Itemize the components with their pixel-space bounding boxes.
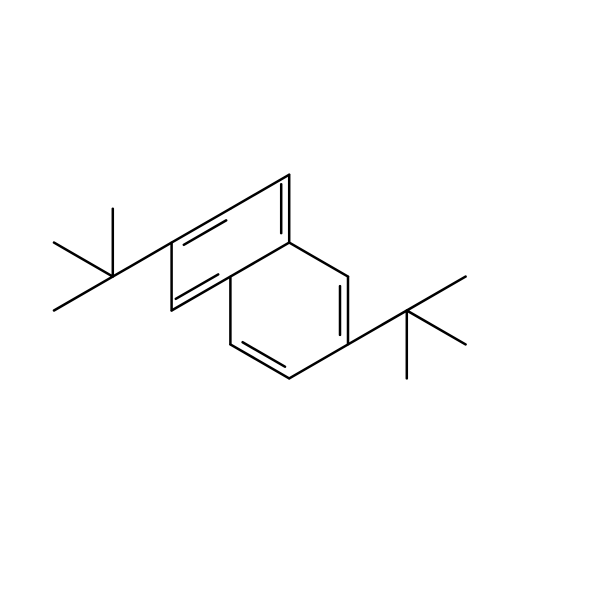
bond-group [54, 175, 466, 379]
bond-line [54, 243, 113, 277]
bond-line [289, 344, 348, 378]
bond-line [348, 311, 407, 345]
bond-line [289, 243, 348, 277]
bond-line [230, 344, 289, 378]
bond-line [54, 277, 113, 311]
bond-line [230, 243, 289, 277]
bond-line [407, 311, 466, 345]
molecule-diagram [0, 0, 600, 600]
bond-line [113, 243, 172, 277]
bond-line [172, 277, 231, 311]
bond-line [172, 209, 231, 243]
bond-line [407, 277, 466, 311]
